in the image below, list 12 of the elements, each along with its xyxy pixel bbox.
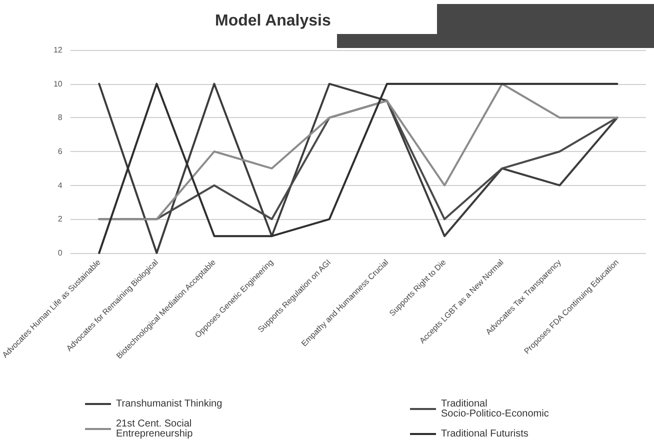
legend-label: Traditional Futurists: [441, 428, 528, 440]
y-tick-label: 8: [58, 113, 63, 122]
y-tick-label: 6: [58, 147, 63, 156]
y-tick-label: 2: [58, 214, 63, 224]
y-tick-label: 4: [58, 180, 63, 190]
y-tick-label: 12: [53, 46, 63, 54]
legend-label: Traditional Socio-Politico-Economic: [441, 398, 549, 420]
y-tick-label: 10: [53, 79, 63, 88]
chart-title: Model Analysis: [215, 12, 331, 30]
y-tick-label: 0: [58, 248, 63, 258]
legend-label: 21st Cent. Social Entrepreneurship: [116, 418, 194, 440]
legend-label: Transhumanist Thinking: [116, 398, 222, 410]
